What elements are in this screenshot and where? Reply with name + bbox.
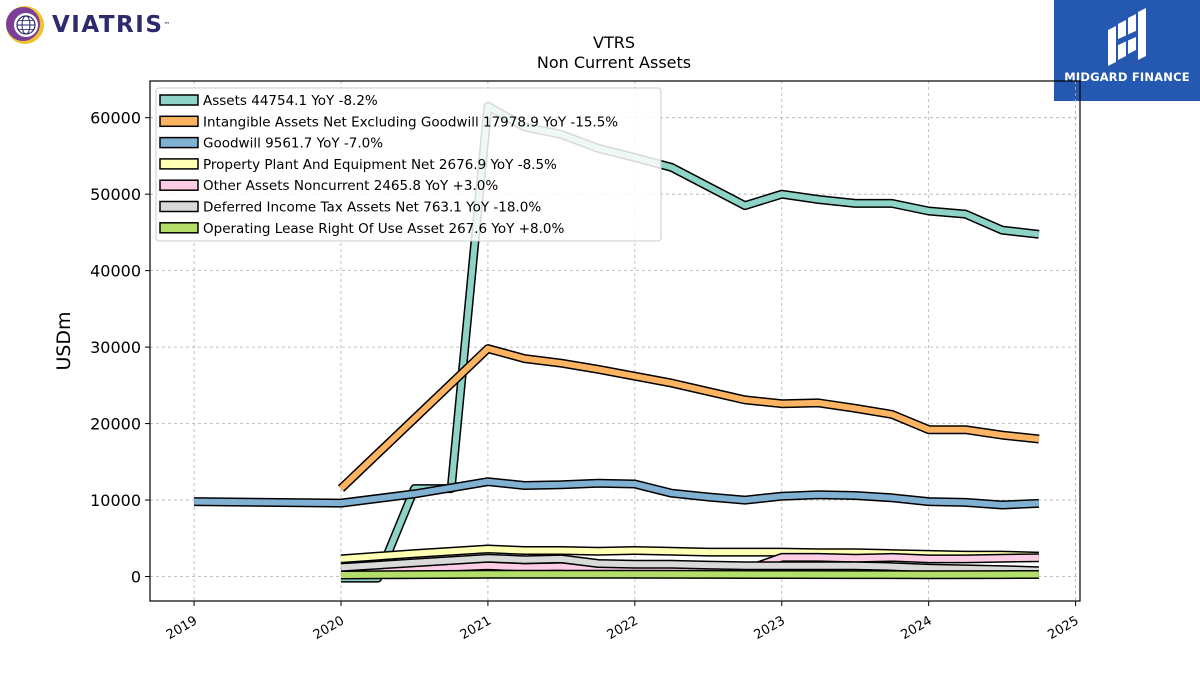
x-tick-label: 2024: [899, 613, 935, 643]
series-line-2: [194, 478, 1040, 508]
chart-subtitle: Non Current Assets: [537, 53, 691, 72]
viatris-globe-icon: [6, 6, 44, 44]
legend-label-0: Assets 44754.1 YoY -8.2%: [203, 93, 378, 109]
x-tick-label: 2021: [458, 613, 494, 643]
x-tick-label: 2022: [605, 613, 641, 643]
x-tick-label: 2025: [1045, 613, 1081, 643]
series-line-6: [340, 571, 1039, 578]
legend-label-5: Deferred Income Tax Assets Net 763.1 YoY…: [203, 200, 541, 216]
chart-title: VTRS: [593, 33, 635, 52]
series-layer: [194, 101, 1040, 583]
trademark-symbol: ™: [163, 21, 171, 29]
y-tick-label: 0: [131, 568, 141, 587]
viatris-wordmark: VIATRIS: [52, 12, 164, 38]
x-tick-label: 2020: [311, 613, 347, 643]
legend-label-3: Property Plant And Equipment Net 2676.9 …: [203, 157, 557, 173]
x-tick-label: 2019: [164, 613, 200, 643]
y-tick-label: 60000: [90, 109, 141, 128]
midgard-finance-logo: MIDGARD FINANCE: [1054, 0, 1200, 101]
legend-box: [155, 87, 662, 242]
series-line-0: [341, 103, 1040, 582]
legend-swatch-3: [159, 158, 199, 170]
viatris-logo: VIATRIS ™: [4, 4, 170, 46]
series-line-outline-1: [337, 344, 1040, 492]
y-tick-label: 20000: [90, 415, 141, 434]
y-tick-label: 30000: [90, 338, 141, 357]
x-tick-label: 2023: [752, 613, 788, 643]
midgard-emblem-icon: [1108, 8, 1146, 66]
legend-swatch-2: [159, 136, 199, 149]
legend-swatch-0: [159, 94, 199, 106]
midgard-brand-text: MIDGARD FINANCE: [1064, 70, 1190, 84]
series-line-5: [340, 555, 1039, 574]
legend-label-6: Operating Lease Right Of Use Asset 267.6…: [203, 221, 564, 237]
y-axis-label: USDm: [53, 311, 75, 370]
legend-swatch-4: [159, 179, 199, 191]
series-line-1: [338, 345, 1040, 491]
legend-swatch-1: [159, 115, 199, 128]
plot-frame: [149, 80, 1081, 602]
y-tick-label: 40000: [90, 262, 141, 281]
legend: Assets 44754.1 YoY -8.2% Intangible Asset…: [155, 87, 662, 242]
y-tick-label: 10000: [90, 491, 141, 510]
legend-label-1: Intangible Assets Net Excluding Goodwill…: [203, 114, 618, 130]
y-tick-label: 50000: [90, 185, 141, 204]
legend-swatch-6: [159, 222, 199, 234]
legend-label-2: Goodwill 9561.7 YoY -7.0%: [203, 136, 383, 152]
legend-label-4: Other Assets Noncurrent 2465.8 YoY +3.0%: [203, 178, 498, 194]
legend-swatch-5: [159, 200, 199, 213]
